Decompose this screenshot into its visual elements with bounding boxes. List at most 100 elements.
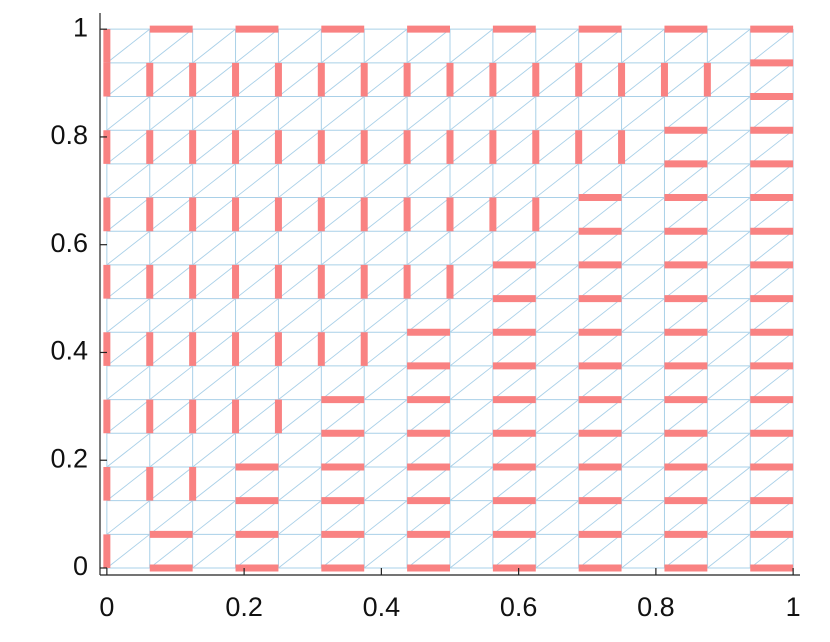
mesh-diagonal <box>449 28 494 64</box>
mesh-diagonal <box>749 533 794 569</box>
mesh-diagonal <box>578 298 622 333</box>
mesh-diagonal <box>235 500 279 535</box>
mesh-diagonal <box>192 298 236 333</box>
mesh-diagonal <box>106 365 151 400</box>
mesh-diagonal <box>492 365 537 400</box>
mesh-diagonal <box>106 264 151 299</box>
mesh-diagonal <box>149 230 193 266</box>
mesh-diagonal <box>578 500 622 535</box>
mesh-diagonal <box>449 365 494 400</box>
mesh-diagonal <box>621 264 665 299</box>
mesh-diagonal <box>321 96 365 131</box>
mesh-diagonal <box>321 298 365 333</box>
mesh-diagonal <box>106 298 151 333</box>
mesh-diagonal <box>192 399 236 434</box>
mesh-diagonal <box>492 197 537 232</box>
mesh-diagonal <box>235 466 279 501</box>
mesh-diagonal <box>406 365 451 400</box>
mesh-diagonal <box>492 28 537 64</box>
mesh-diagonal <box>363 230 408 266</box>
mesh-diagonal <box>535 466 579 501</box>
mesh-diagonal <box>621 365 665 400</box>
mesh-diagonal <box>235 331 279 367</box>
mesh-diagonal <box>492 331 537 367</box>
mesh-diagonal <box>535 365 579 400</box>
mesh-diagonal <box>621 62 665 97</box>
mesh-diagonal <box>578 365 622 400</box>
mesh-diagonal <box>492 62 537 97</box>
mesh-diagonal <box>363 129 408 165</box>
mesh-diagonal <box>664 365 708 400</box>
mesh-diagonal <box>406 96 451 131</box>
mesh-diagonal <box>707 466 751 501</box>
mesh-diagonal <box>492 298 537 333</box>
mesh-diagonal <box>449 230 494 266</box>
mesh-diagonal <box>578 432 622 468</box>
mesh-diagonal <box>535 129 579 165</box>
mesh-diagonal <box>707 264 751 299</box>
mesh-diagonal <box>278 62 322 97</box>
mesh-diagonal <box>664 163 708 198</box>
mesh-diagonal <box>192 500 236 535</box>
mesh-diagonal <box>149 466 193 501</box>
mesh-diagonal <box>278 331 322 367</box>
mesh-diagonal <box>406 331 451 367</box>
mesh-diagonal <box>749 96 794 131</box>
mesh-diagonal <box>535 264 579 299</box>
mesh-diagonal <box>578 163 622 198</box>
mesh-diagonal <box>664 62 708 97</box>
mesh-diagonal <box>535 163 579 198</box>
mesh-diagonal <box>278 399 322 434</box>
mesh-diagonal <box>449 466 494 501</box>
mesh-diagonal <box>621 96 665 131</box>
mesh-diagonal <box>707 365 751 400</box>
mesh-diagonal <box>406 533 451 569</box>
mesh-diagonal <box>278 197 322 232</box>
mesh-diagonal <box>578 96 622 131</box>
y-tick-label: 0.6 <box>50 228 88 258</box>
mesh-diagonal <box>707 432 751 468</box>
mesh-diagonal <box>106 500 151 535</box>
mesh-diagonal <box>749 264 794 299</box>
mesh-diagonal <box>278 365 322 400</box>
mesh-diagonal <box>106 129 151 165</box>
mesh-diagonal <box>492 466 537 501</box>
mesh-diagonal <box>535 533 579 569</box>
x-tick-label: 0.2 <box>225 592 263 622</box>
mesh-diagonal <box>449 298 494 333</box>
mesh-diagonal <box>278 129 322 165</box>
mesh-diagonal <box>664 129 708 165</box>
mesh-diagonal <box>621 163 665 198</box>
mesh-diagonal <box>192 432 236 468</box>
mesh-diagonal <box>192 365 236 400</box>
mesh-diagonal <box>149 298 193 333</box>
mesh-diagonal <box>321 500 365 535</box>
mesh-diagonal <box>149 500 193 535</box>
mesh-diagonal <box>406 163 451 198</box>
mesh-diagonal <box>664 197 708 232</box>
mesh-diagonal <box>492 96 537 131</box>
mesh-diagonal <box>192 28 236 64</box>
mesh-diagonal <box>363 197 408 232</box>
mesh-diagonal <box>578 129 622 165</box>
mesh-diagonal <box>192 62 236 97</box>
mesh-diagonal <box>707 197 751 232</box>
mesh-diagonal <box>363 62 408 97</box>
x-tick-label: 0 <box>99 592 114 622</box>
mesh-diagonal <box>449 500 494 535</box>
mesh-diagonal <box>707 298 751 333</box>
mesh-diagonal <box>578 399 622 434</box>
mesh-diagonal <box>707 230 751 266</box>
mesh-diagonal <box>406 197 451 232</box>
mesh-diagonal <box>406 500 451 535</box>
mesh-diagonal <box>492 500 537 535</box>
mesh-diagonal <box>664 500 708 535</box>
mesh-diagonal <box>235 163 279 198</box>
mesh-diagonal <box>621 298 665 333</box>
mesh-diagonal <box>578 197 622 232</box>
mesh-diagonal <box>149 264 193 299</box>
mesh-diagonal <box>321 264 365 299</box>
mesh-diagonal <box>363 533 408 569</box>
mesh-diagonal <box>707 163 751 198</box>
mesh-diagonal <box>192 331 236 367</box>
